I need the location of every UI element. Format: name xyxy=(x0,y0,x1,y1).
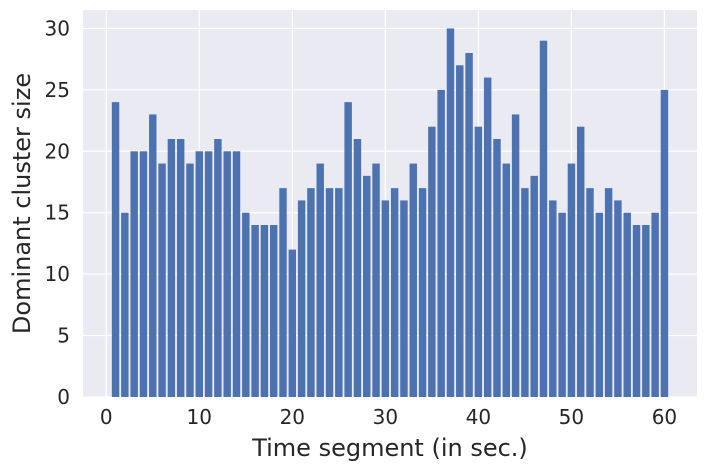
bar xyxy=(474,126,483,397)
x-tick-label: 10 xyxy=(187,405,212,429)
bar xyxy=(186,163,194,397)
bar xyxy=(307,188,315,397)
bar xyxy=(139,151,148,397)
x-tick-label: 60 xyxy=(652,405,677,429)
y-tick-label: 15 xyxy=(45,201,70,225)
x-tick-label: 0 xyxy=(100,405,113,429)
bar xyxy=(316,163,324,397)
y-tick-label: 10 xyxy=(45,262,70,286)
bar xyxy=(167,139,176,397)
bar xyxy=(521,188,529,397)
bar xyxy=(214,139,222,397)
bars xyxy=(111,28,669,398)
bar xyxy=(130,151,138,397)
y-tick-label: 30 xyxy=(45,16,70,40)
bar xyxy=(158,163,166,397)
bar xyxy=(651,212,659,397)
x-axis-label: Time segment (in sec.) xyxy=(251,434,528,462)
bar xyxy=(288,249,297,397)
bar xyxy=(363,175,371,397)
x-tick-label: 30 xyxy=(373,405,398,429)
bar xyxy=(251,225,259,397)
y-tick-label: 25 xyxy=(45,78,70,102)
bar xyxy=(614,200,622,397)
bar xyxy=(223,151,231,397)
bar xyxy=(576,126,585,397)
bar xyxy=(149,114,157,397)
bar xyxy=(409,163,417,397)
bar xyxy=(539,40,548,397)
grid-lines xyxy=(83,10,697,398)
bar xyxy=(381,200,390,397)
bar xyxy=(586,188,594,397)
bar xyxy=(502,163,511,397)
y-tick-label: 20 xyxy=(45,139,70,163)
bar xyxy=(465,53,473,397)
bar xyxy=(418,188,427,397)
bar xyxy=(344,102,352,398)
y-axis-label: Dominant cluster size xyxy=(8,73,36,334)
bar xyxy=(428,126,436,397)
bar xyxy=(567,163,576,397)
bar xyxy=(195,151,204,397)
bar xyxy=(660,89,669,397)
bar xyxy=(483,77,492,398)
bar xyxy=(493,139,501,397)
x-tick-label: 40 xyxy=(466,405,491,429)
bar xyxy=(335,188,343,397)
bar xyxy=(530,175,538,397)
y-tick-label: 5 xyxy=(57,324,70,348)
bar xyxy=(297,200,306,397)
bar xyxy=(279,188,287,397)
bar xyxy=(204,151,213,397)
x-tick-label: 50 xyxy=(559,405,584,429)
bar xyxy=(372,163,380,397)
bar xyxy=(623,212,631,397)
bar xyxy=(232,151,241,397)
bar xyxy=(456,65,464,398)
bar xyxy=(437,89,445,397)
bar xyxy=(111,102,120,398)
y-tick-label: 0 xyxy=(57,385,70,409)
x-tick-label: 20 xyxy=(280,405,305,429)
bar xyxy=(390,188,399,397)
bar xyxy=(558,212,566,397)
bar xyxy=(121,212,129,397)
bar xyxy=(400,200,408,397)
plot-background xyxy=(83,10,697,397)
bar xyxy=(269,225,278,397)
bar xyxy=(176,139,185,397)
bar xyxy=(242,212,250,397)
bar xyxy=(595,212,604,397)
bar xyxy=(642,225,650,397)
y-axis-ticks: 0 5 10 15 20 25 30 xyxy=(45,16,70,409)
bar xyxy=(325,188,334,397)
bar xyxy=(446,28,455,398)
bar xyxy=(511,114,520,397)
x-axis-ticks: 0 10 20 30 40 50 60 xyxy=(100,405,677,429)
bar xyxy=(632,225,641,397)
bar xyxy=(353,139,362,397)
bar xyxy=(549,200,557,397)
bar xyxy=(604,188,613,397)
bar xyxy=(260,225,269,397)
